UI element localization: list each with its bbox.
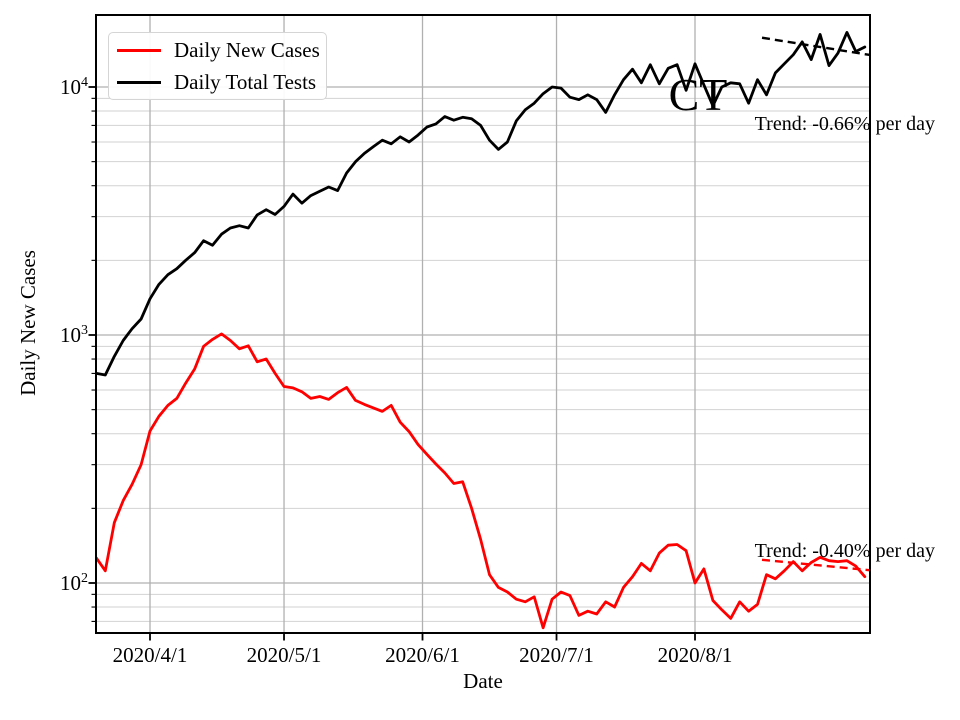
y-tick-label-1e2: 102 (34, 570, 88, 596)
x-tick-label-may: 2020/5/1 (246, 643, 322, 667)
legend-label-cases: Daily New Cases (174, 38, 320, 62)
y-axis-label: Daily New Cases (16, 250, 40, 396)
tests-line-swatch (117, 80, 161, 84)
cases-trend-annotation: Trend: -0.40% per day (754, 540, 935, 562)
y-tick-base: 10 (60, 323, 81, 347)
legend-entry-cases: Daily New Cases (117, 34, 326, 66)
y-tick-base: 10 (60, 75, 81, 99)
x-tick-label-august: 2020/8/1 (657, 643, 733, 667)
x-axis-label: Date (463, 669, 503, 693)
cases-line-swatch (117, 48, 161, 52)
x-tick-label-june: 2020/6/1 (385, 643, 460, 667)
y-tick-exp: 2 (81, 571, 88, 586)
y-tick-base: 10 (60, 571, 81, 595)
legend-entry-tests: Daily Total Tests (117, 66, 326, 98)
x-tick-label-july: 2020/7/1 (519, 643, 594, 667)
axes-frame (88, 14, 871, 641)
tests-trend-annotation: Trend: -0.66% per day (754, 113, 935, 135)
y-tick-label-1e4: 104 (34, 74, 88, 100)
legend: Daily New Cases Daily Total Tests (108, 32, 327, 100)
y-tick-label-1e3: 103 (34, 322, 88, 348)
data-series (95, 31, 867, 630)
y-tick-exp: 3 (81, 323, 88, 338)
x-tick-label-april: 2020/4/1 (112, 643, 188, 667)
legend-label-tests: Daily Total Tests (174, 70, 317, 94)
y-tick-exp: 4 (81, 75, 88, 90)
grid-lines (96, 15, 870, 633)
